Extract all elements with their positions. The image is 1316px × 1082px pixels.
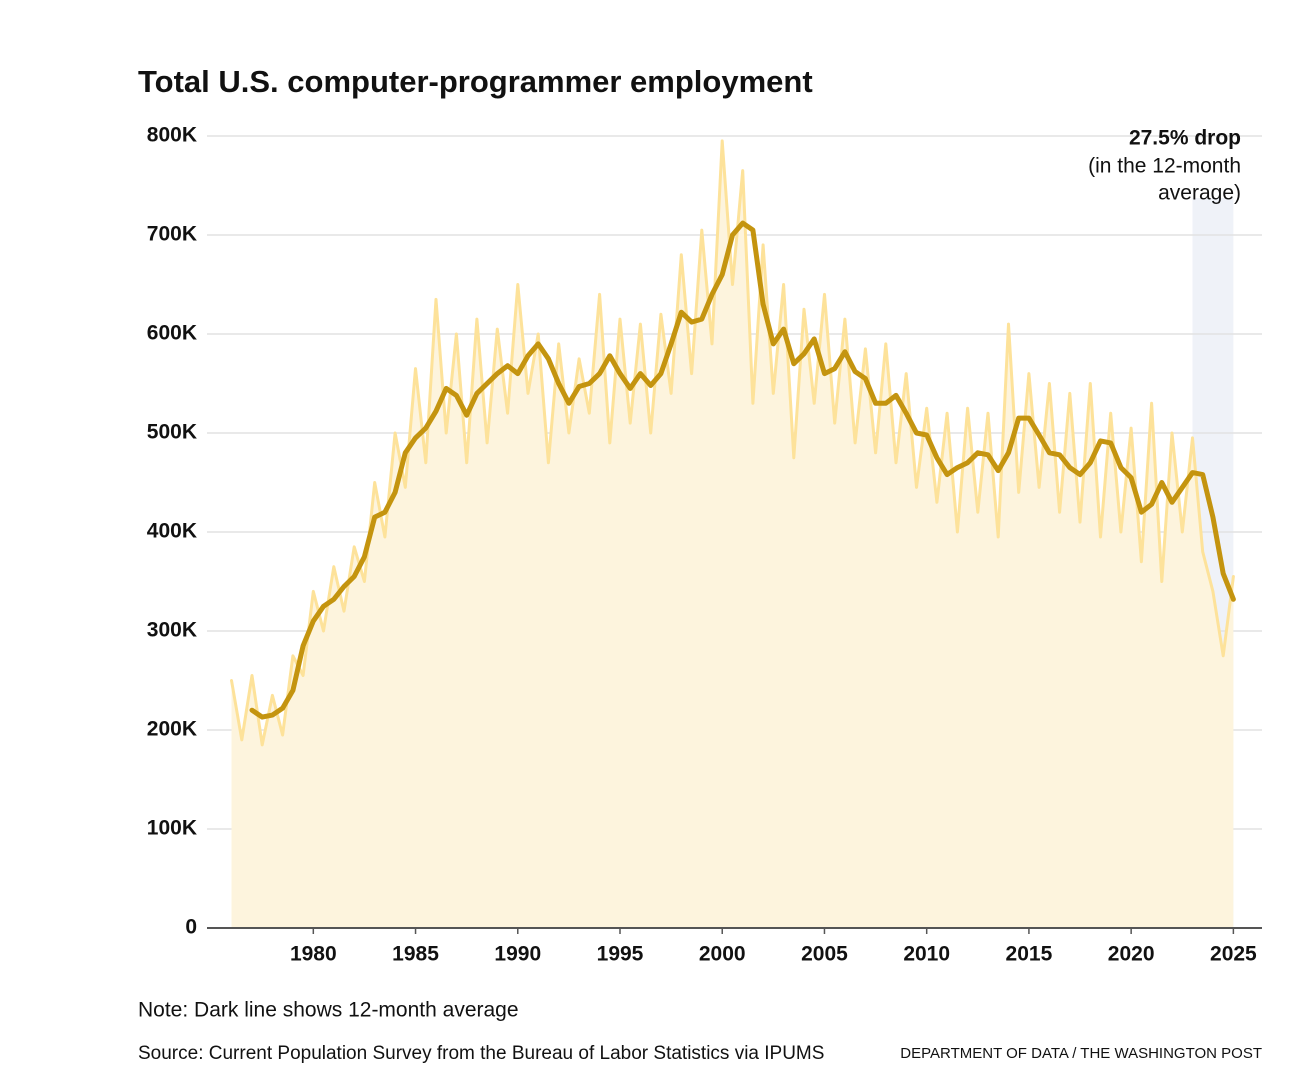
x-tick-label: 1995 bbox=[597, 943, 644, 966]
y-tick-label: 500K bbox=[147, 421, 197, 444]
y-tick-label: 100K bbox=[147, 817, 197, 840]
x-tick-label: 2015 bbox=[1006, 943, 1053, 966]
annotation-title: 27.5% drop bbox=[1129, 127, 1241, 150]
y-tick-label: 800K bbox=[147, 124, 197, 147]
annotation-text: average) bbox=[1158, 182, 1241, 205]
y-tick-label: 300K bbox=[147, 619, 197, 642]
x-tick-label: 2000 bbox=[699, 943, 746, 966]
chart-title: Total U.S. computer-programmer employmen… bbox=[138, 64, 813, 99]
x-tick-label: 2025 bbox=[1210, 943, 1257, 966]
average-line bbox=[249, 220, 1236, 720]
x-tick-label: 1980 bbox=[290, 943, 337, 966]
source: Source: Current Population Survey from t… bbox=[138, 1043, 824, 1064]
x-tick-label: 1990 bbox=[494, 943, 541, 966]
y-tick-label: 600K bbox=[147, 322, 197, 345]
y-tick-label: 700K bbox=[147, 223, 197, 246]
monthly-line bbox=[230, 139, 1235, 747]
annotation-text: (in the 12-month bbox=[1088, 155, 1241, 178]
y-tick-label: 400K bbox=[147, 520, 197, 543]
x-tick-label: 2020 bbox=[1108, 943, 1155, 966]
area bbox=[231, 140, 1234, 928]
x-tick-label: 2005 bbox=[801, 943, 848, 966]
x-tick-label: 1985 bbox=[392, 943, 439, 966]
y-tick-label: 0 bbox=[185, 916, 197, 939]
x-tick-label: 2010 bbox=[903, 943, 950, 966]
y-tick-label: 200K bbox=[147, 718, 197, 741]
credit: DEPARTMENT OF DATA / THE WASHINGTON POST bbox=[900, 1045, 1262, 1062]
note: Note: Dark line shows 12-month average bbox=[138, 999, 519, 1022]
